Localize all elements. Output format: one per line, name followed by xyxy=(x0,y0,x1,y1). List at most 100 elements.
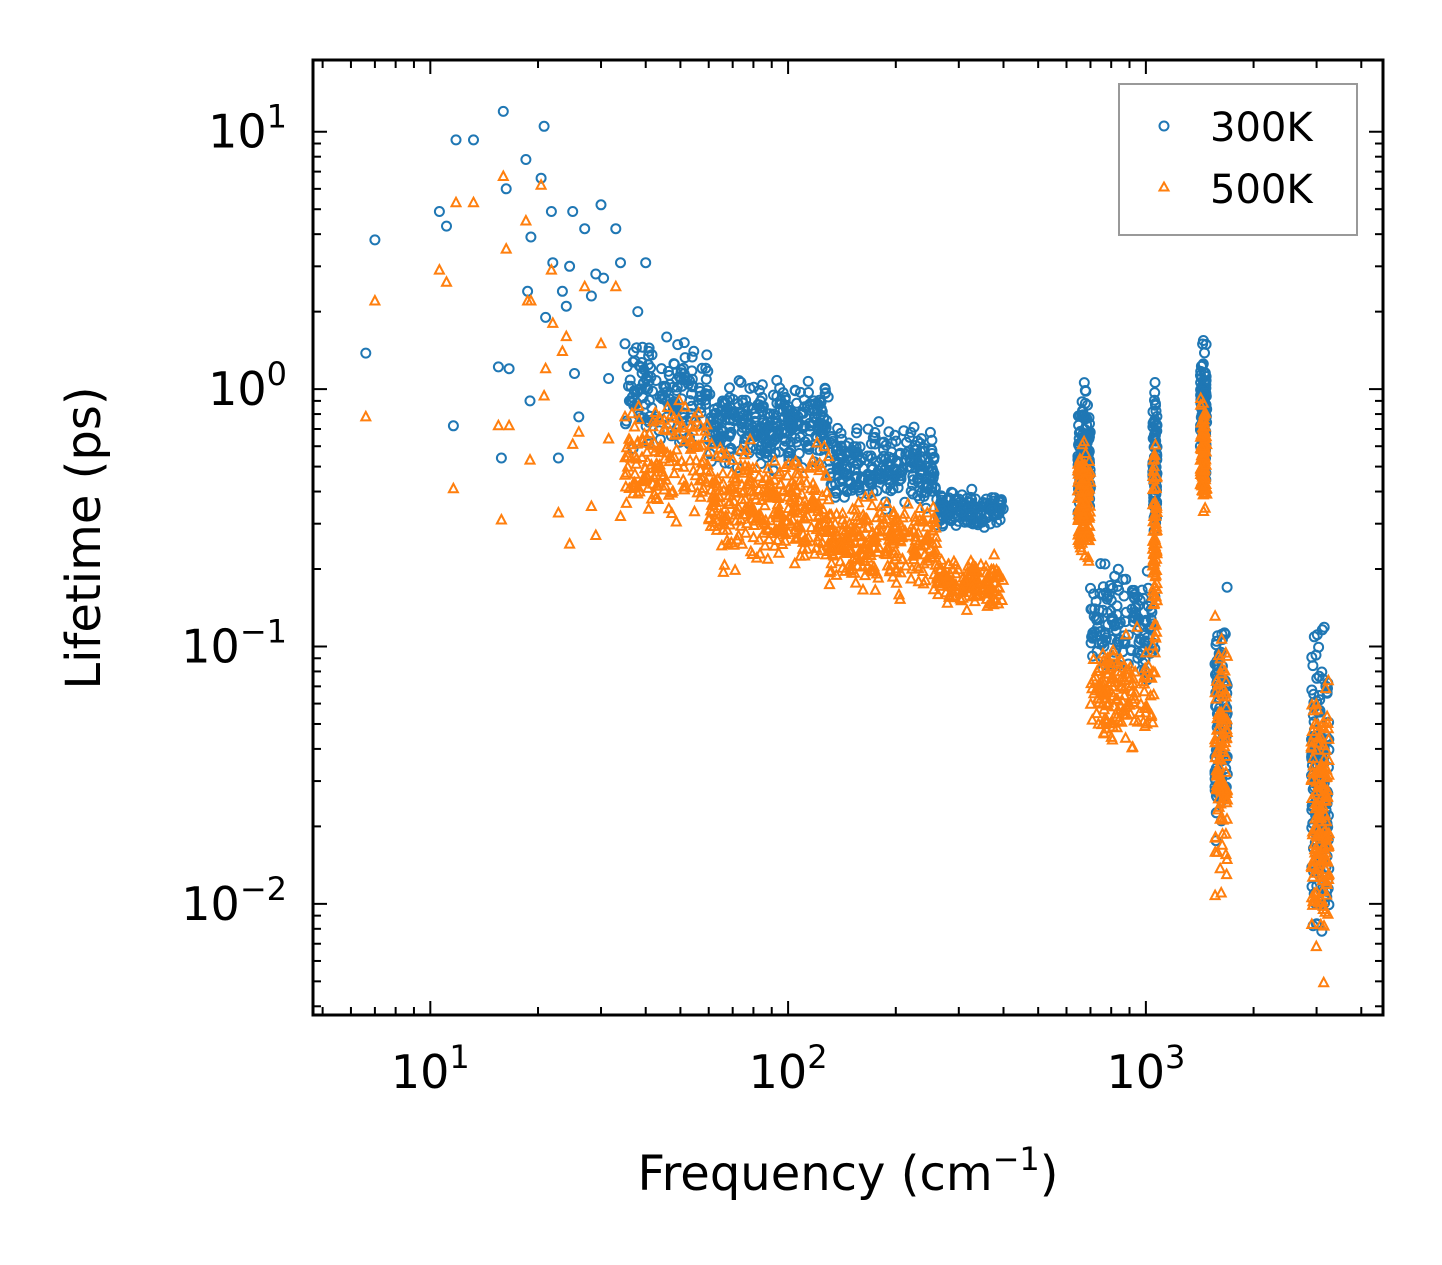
point-500k xyxy=(677,460,690,472)
point-500k xyxy=(1311,764,1324,777)
point-500k xyxy=(1315,765,1328,778)
point-300k xyxy=(910,443,922,455)
point-300k xyxy=(887,483,899,495)
point-300k xyxy=(598,272,610,284)
point-300k xyxy=(1149,377,1161,388)
point-500k xyxy=(1199,458,1213,470)
point-300k xyxy=(1095,558,1107,570)
point-500k xyxy=(768,539,781,551)
point-300k xyxy=(705,412,717,424)
point-500k xyxy=(731,532,744,545)
point-300k xyxy=(855,454,867,466)
point-300k xyxy=(924,471,936,483)
point-500k xyxy=(784,484,798,497)
point-300k xyxy=(603,373,615,384)
point-300k xyxy=(996,495,1007,507)
point-500k xyxy=(1149,618,1163,630)
point-500k xyxy=(786,512,799,525)
point-500k xyxy=(648,436,661,448)
point-500k xyxy=(747,476,761,488)
point-300k xyxy=(791,397,803,409)
x-tick-label: 101 xyxy=(391,1038,470,1099)
point-500k xyxy=(699,430,712,442)
point-500k xyxy=(1211,764,1224,777)
point-500k xyxy=(762,532,776,545)
point-500k xyxy=(1306,824,1319,837)
point-500k xyxy=(519,213,533,226)
point-300k xyxy=(866,479,878,491)
point-500k xyxy=(957,585,970,597)
point-500k xyxy=(1072,467,1085,479)
point-500k xyxy=(704,519,717,531)
point-500k xyxy=(917,576,930,589)
point-300k xyxy=(867,463,879,475)
point-500k xyxy=(1305,734,1318,747)
point-500k xyxy=(946,584,960,597)
point-500k xyxy=(1107,648,1120,661)
point-500k xyxy=(1215,885,1228,898)
series-500k xyxy=(359,169,1336,988)
point-500k xyxy=(701,444,714,457)
point-500k xyxy=(971,577,985,590)
point-500k xyxy=(1215,666,1228,679)
point-300k xyxy=(873,416,885,428)
point-500k xyxy=(1075,543,1088,556)
x-tick-label: 102 xyxy=(749,1038,828,1099)
point-300k xyxy=(898,425,910,437)
point-500k xyxy=(789,455,802,467)
point-500k xyxy=(753,546,767,559)
point-500k xyxy=(1112,713,1125,726)
point-500k xyxy=(625,406,639,419)
point-500k xyxy=(728,563,742,575)
point-500k xyxy=(1086,712,1099,725)
point-300k xyxy=(717,395,729,407)
point-300k xyxy=(1133,636,1145,648)
point-500k xyxy=(824,507,838,520)
point-500k xyxy=(886,531,899,543)
point-300k xyxy=(1088,588,1100,600)
point-500k xyxy=(916,564,929,576)
point-500k xyxy=(800,475,813,488)
point-300k xyxy=(1306,651,1318,663)
point-500k xyxy=(991,568,1004,581)
point-300k xyxy=(1109,570,1121,582)
point-500k xyxy=(834,554,847,567)
point-500k xyxy=(888,513,901,526)
point-300k xyxy=(538,120,550,132)
point-500k xyxy=(935,553,948,565)
point-300k xyxy=(865,450,877,462)
point-500k xyxy=(734,443,748,455)
point-500k xyxy=(1209,685,1222,698)
point-500k xyxy=(670,514,683,527)
point-500k xyxy=(359,409,372,422)
point-500k xyxy=(1148,563,1161,576)
point-300k xyxy=(619,338,631,350)
point-500k xyxy=(1087,652,1100,664)
point-300k xyxy=(1100,634,1112,646)
point-500k xyxy=(1322,732,1335,744)
point-300k xyxy=(642,370,654,382)
point-500k xyxy=(912,535,925,548)
point-500k xyxy=(846,502,859,514)
point-300k xyxy=(855,472,867,484)
point-300k xyxy=(1105,594,1117,606)
point-300k xyxy=(838,491,850,503)
point-500k xyxy=(869,583,882,595)
point-500k xyxy=(908,510,921,522)
point-500k xyxy=(497,169,510,181)
point-500k xyxy=(768,472,781,485)
point-500k xyxy=(630,457,643,469)
point-500k xyxy=(928,515,942,528)
point-300k xyxy=(636,367,648,379)
point-300k xyxy=(766,436,778,448)
point-500k xyxy=(492,418,505,431)
point-300k xyxy=(468,134,479,146)
point-500k xyxy=(958,574,971,587)
point-500k xyxy=(769,489,782,502)
point-500k xyxy=(1097,686,1110,699)
point-300k xyxy=(1085,582,1096,594)
point-300k xyxy=(764,411,776,423)
point-500k xyxy=(1316,873,1329,885)
point-500k xyxy=(594,336,608,349)
point-500k xyxy=(836,523,850,535)
